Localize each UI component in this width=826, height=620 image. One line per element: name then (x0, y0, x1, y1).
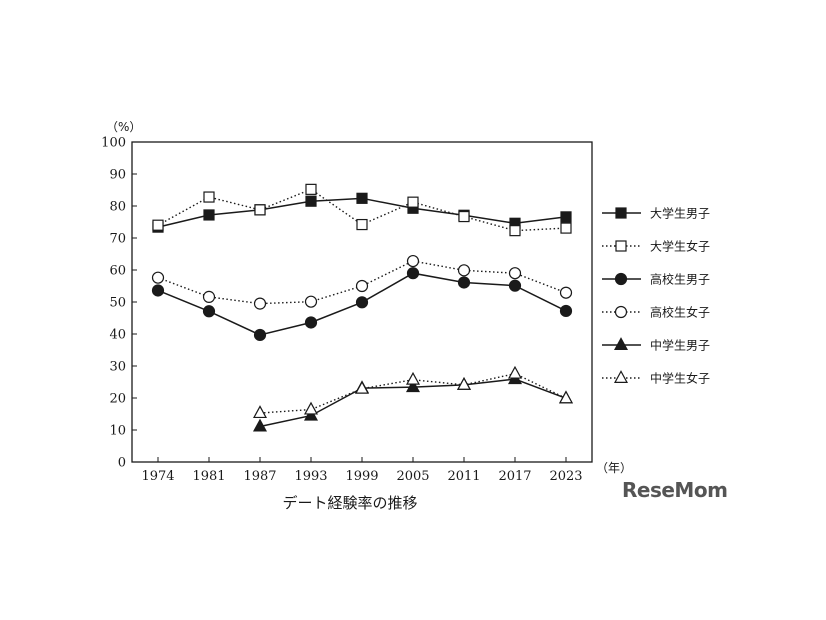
data-point (456, 377, 472, 390)
data-point (152, 219, 164, 231)
legend-marker (614, 305, 628, 319)
y-tick-label: 30 (109, 360, 126, 375)
resemom-logo: ReseMom (622, 478, 728, 502)
y-tick-label: 70 (109, 232, 126, 247)
y-tick-label: 50 (109, 296, 126, 311)
x-axis: 1974 1981 1987 1993 1999 2005 2011 2017 2023 (141, 457, 583, 484)
data-point (151, 271, 165, 284)
legend-label: 高校生男子 (650, 272, 710, 287)
y-tick-label: 60 (109, 264, 126, 279)
data-point (560, 211, 572, 223)
data-point (407, 196, 419, 208)
y-tick-label: 40 (109, 328, 126, 343)
data-point (252, 418, 268, 432)
data-point (355, 296, 369, 309)
y-tick-label: 10 (109, 424, 126, 439)
data-point (253, 297, 267, 310)
x-tick-label: 2005 (396, 469, 429, 484)
series-4 (151, 254, 573, 310)
data-point (356, 192, 368, 204)
legend-item: 大学生男子 (602, 206, 710, 221)
data-point (406, 267, 420, 280)
data-point (253, 328, 267, 342)
legend-marker (615, 207, 627, 219)
x-tick-label: 1987 (243, 469, 276, 484)
legend-item: 高校生女子 (602, 305, 710, 320)
legend-item: 中学生男子 (602, 337, 710, 353)
data-point (355, 279, 369, 293)
legend-marker (613, 370, 629, 383)
data-point (356, 218, 368, 231)
data-point (202, 290, 216, 303)
x-tick-label: 1981 (192, 469, 225, 484)
y-tick-label: 100 (101, 136, 126, 151)
legend-marker (614, 272, 628, 286)
legend-label: 中学生男子 (650, 338, 710, 353)
y-tick-label: 80 (109, 200, 126, 215)
data-point (457, 276, 471, 289)
data-point (406, 254, 420, 268)
legend-label: 大学生女子 (650, 239, 710, 254)
legend-item: 高校生男子 (602, 272, 710, 287)
series-2 (152, 183, 572, 237)
data-point (303, 401, 319, 415)
data-point (458, 210, 470, 223)
legend-label: 高校生女子 (650, 305, 710, 320)
data-point (151, 284, 165, 297)
data-point (304, 295, 318, 308)
series-layer (151, 183, 574, 432)
x-tick-label: 1974 (141, 469, 174, 484)
data-point (508, 279, 522, 292)
chart-caption: デート経験率の推移 (282, 494, 418, 512)
y-axis-unit-label: （%） (106, 120, 141, 134)
data-point (405, 371, 421, 385)
data-point (558, 390, 574, 404)
x-tick-label: 2023 (549, 469, 582, 484)
data-point (305, 183, 317, 195)
y-tick-label: 20 (109, 392, 126, 407)
legend-label: 大学生男子 (650, 206, 710, 221)
data-point (354, 380, 370, 394)
y-tick-label: 90 (109, 168, 126, 183)
series-line (157, 260, 567, 305)
data-point (508, 267, 522, 280)
x-tick-label: 2017 (498, 469, 531, 484)
x-tick-label: 1999 (345, 469, 378, 484)
data-point (203, 209, 215, 221)
legend-marker (615, 240, 627, 252)
legend-item: 中学生女子 (602, 370, 710, 386)
data-point (305, 195, 317, 207)
data-point (560, 222, 572, 234)
x-tick-label: 1993 (294, 469, 327, 484)
data-point (509, 225, 521, 237)
data-point (559, 286, 573, 299)
data-point (203, 191, 215, 203)
y-tick-label: 0 (118, 456, 126, 471)
data-point (252, 405, 268, 419)
legend-label: 中学生女子 (650, 371, 710, 386)
data-point (507, 365, 523, 379)
data-point (202, 305, 216, 318)
x-axis-unit-label: （年） (596, 461, 632, 475)
series-3 (151, 267, 573, 342)
legend-item: 大学生女子 (602, 239, 710, 254)
data-point (457, 264, 471, 277)
series-6 (252, 365, 574, 419)
legend-marker (613, 337, 629, 350)
data-point (254, 204, 266, 216)
data-point (304, 316, 318, 329)
data-point (559, 304, 573, 318)
data-point (405, 379, 421, 393)
x-tick-label: 2011 (447, 469, 480, 484)
